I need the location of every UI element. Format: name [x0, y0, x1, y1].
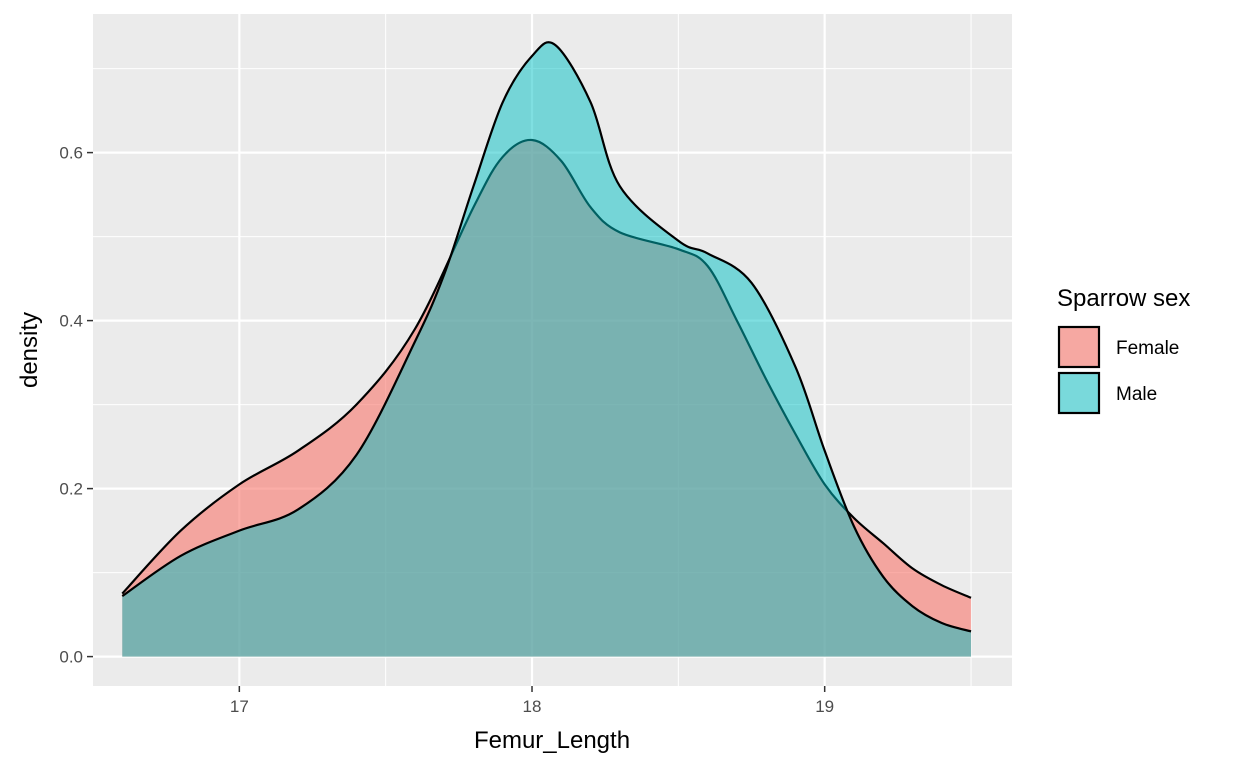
y-axis: 0.0 0.2 0.4 0.6: [59, 144, 93, 667]
y-tick-label: 0.4: [59, 312, 83, 331]
x-tick-label: 19: [815, 697, 834, 716]
x-tick-label: 17: [230, 697, 249, 716]
density-outline-male: [121, 41, 972, 633]
y-axis-title: density: [16, 312, 43, 388]
legend-swatch-male: [1057, 371, 1101, 415]
x-tick-label: 18: [523, 697, 542, 716]
x-axis-title: Femur_Length: [474, 727, 630, 754]
y-tick-label: 0.0: [59, 648, 83, 667]
y-tick-label: 0.6: [59, 144, 83, 163]
legend-label-male: Male: [1116, 384, 1157, 405]
density-area-male: [122, 42, 972, 657]
legend-swatch-female: [1057, 325, 1101, 369]
legend: Sparrow sex Female Male: [1057, 285, 1190, 415]
y-tick-label: 0.2: [59, 480, 83, 499]
legend-label-female: Female: [1116, 338, 1179, 359]
legend-title: Sparrow sex: [1057, 285, 1190, 312]
legend-keys: Female Male: [1057, 325, 1179, 415]
x-axis: 17 18 19: [230, 686, 834, 716]
density-areas: [121, 41, 972, 657]
